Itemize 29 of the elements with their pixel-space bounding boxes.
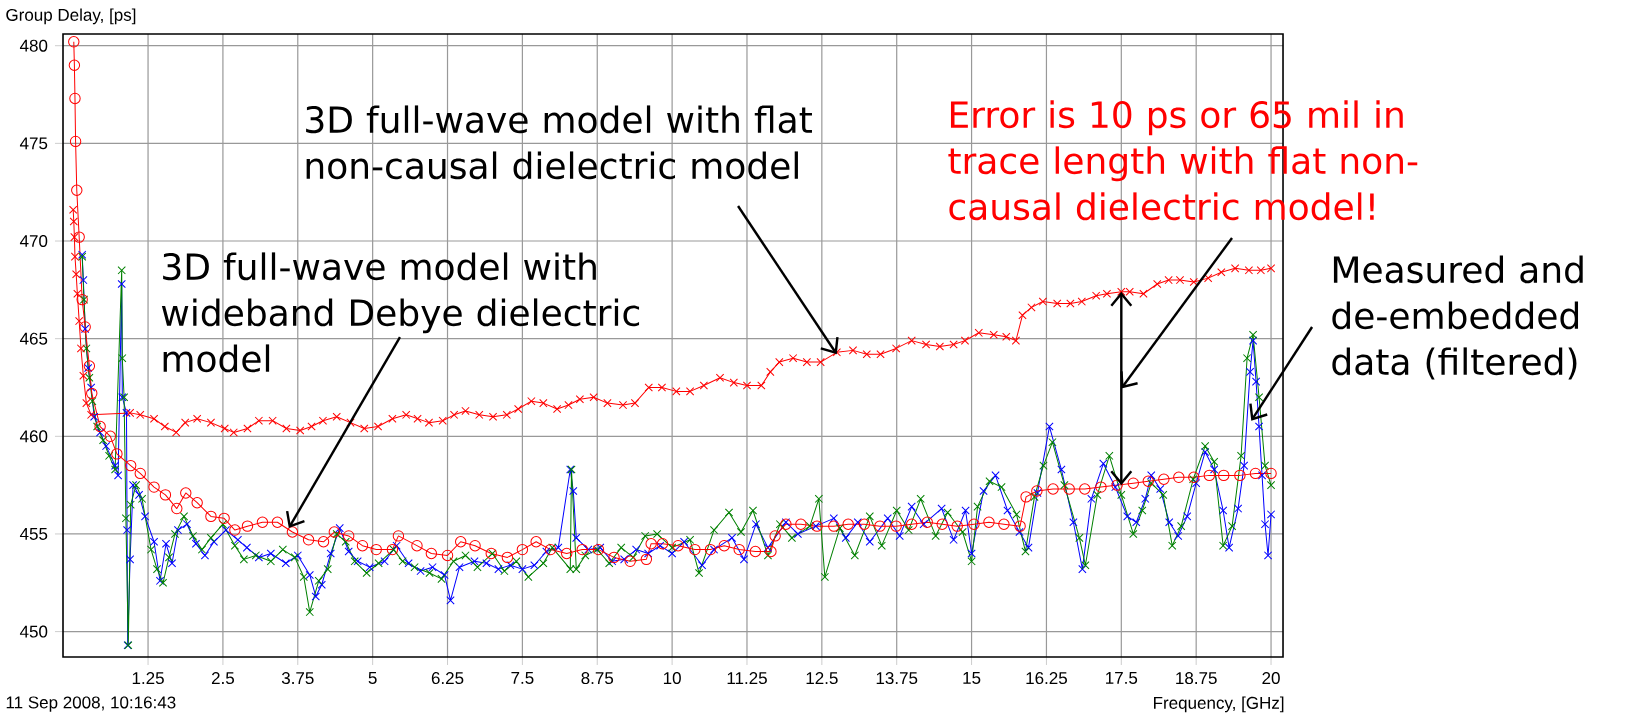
y-axis-title: Group Delay, [ps]: [6, 8, 136, 25]
x-tick-label: 17.5: [1106, 672, 1138, 684]
y-tick-label: 475: [19, 137, 48, 150]
x-tick-label: 16.25: [1026, 672, 1068, 685]
x-tick-label: 7.5: [511, 672, 534, 684]
x-tick-label: 18.75: [1176, 672, 1217, 685]
annotation: Measured and de-embedded data (filtered): [1332, 255, 1583, 380]
x-tick-label: 8.75: [581, 672, 614, 685]
x-tick-label: 2.5: [211, 672, 235, 685]
x-tick-label: 15: [963, 672, 981, 684]
annotation: 3D full-wave model with wideband Debye dielectric model: [161, 252, 640, 373]
annotation: 3D full-wave model with flat non-causal dielectric model: [306, 105, 812, 180]
x-axis-title: Frequency, [GHz]: [1154, 696, 1284, 713]
y-tick-label: 450: [19, 625, 48, 638]
x-tick-label: 13.75: [876, 672, 918, 685]
y-tick-label: 480: [19, 39, 48, 52]
x-tick-label: 10: [663, 672, 681, 685]
y-tick-label: 460: [19, 430, 48, 443]
x-tick-label: 3.75: [281, 672, 314, 685]
x-tick-label: 6.25: [431, 672, 464, 685]
x-tick-label: 20: [1262, 672, 1280, 685]
x-tick-label: 1.25: [132, 672, 164, 685]
y-tick-label: 465: [19, 332, 48, 345]
x-tick-label: 12.5: [806, 672, 838, 685]
y-tick-label: 455: [19, 528, 48, 540]
y-tick-label: 470: [19, 235, 48, 248]
text: 11 Sep 2008, 10:16:43: [6, 696, 176, 712]
x-tick-label: 11.25: [727, 672, 767, 685]
x-tick-label: 5: [368, 672, 377, 684]
